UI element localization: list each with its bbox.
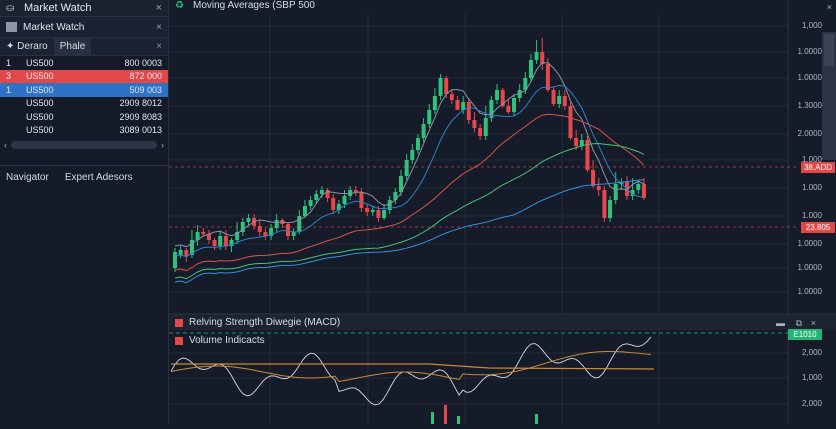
- axis-label: 1.0000: [797, 239, 822, 248]
- volume-header: Volume Indicacts: [175, 335, 265, 346]
- sub-title: Market Watch: [23, 21, 85, 33]
- horizontal-scrollbar[interactable]: ‹ ›: [0, 139, 168, 151]
- price-tag-upper: 38.ADD: [801, 162, 835, 173]
- axis-label: 1.0000: [797, 47, 822, 56]
- row-number: 3: [6, 71, 12, 82]
- chart-area[interactable]: ♻ Moving Averages (SBP 500 × 1,000 1.0000…: [169, 0, 836, 424]
- indicator-icon: [175, 336, 183, 345]
- minimize-button[interactable]: ▬: [776, 318, 785, 328]
- scroll-right-icon[interactable]: ›: [161, 140, 164, 150]
- symbol-row[interactable]: US500 2909 8083: [0, 110, 168, 124]
- row-symbol: US500: [26, 125, 54, 136]
- indicator-icon: [175, 318, 183, 327]
- row-value: 2909 8083: [119, 111, 162, 122]
- restore-button[interactable]: ⧉: [795, 318, 802, 328]
- symbol-row[interactable]: 1 US500 509 003: [0, 83, 168, 97]
- row-symbol: US500: [26, 84, 54, 95]
- row-symbol: US500: [26, 111, 54, 122]
- close-icon[interactable]: ×: [155, 2, 162, 14]
- axis-label: 1.000: [801, 155, 822, 164]
- macd-title: Relving Strength Diwegie (MACD): [189, 317, 341, 328]
- macd-header: Relving Strength Diwegie (MACD): [175, 317, 340, 328]
- tab-expert-advisors[interactable]: Expert Adesors: [64, 172, 133, 183]
- tab-bar: ✦ Deraro Phale ×: [0, 38, 168, 56]
- symbol-row[interactable]: US500 2909 8012: [0, 97, 168, 111]
- close-icon[interactable]: ×: [156, 21, 162, 33]
- close-button[interactable]: ×: [810, 318, 816, 328]
- row-value: 2909 8012: [119, 98, 162, 109]
- row-symbol: US500: [26, 57, 54, 68]
- close-icon[interactable]: ×: [826, 2, 832, 12]
- row-number: 1: [6, 84, 12, 95]
- symbol-row[interactable]: 1 US500 800 0003: [0, 56, 168, 70]
- candlestick-chart[interactable]: [169, 0, 836, 424]
- vertical-scrollbar[interactable]: [822, 32, 836, 160]
- row-value: 3089 0013: [119, 125, 162, 136]
- chart-window-icon: [6, 22, 17, 32]
- market-watch-subheader: Market Watch ×: [0, 17, 168, 38]
- sub-axis-label: 2,000: [801, 399, 822, 408]
- row-value: 872 000: [129, 71, 162, 82]
- sub-axis-label: 1,000: [801, 373, 822, 382]
- row-number: 1: [6, 57, 12, 68]
- market-watch-icon: ⛀: [6, 2, 15, 14]
- recycle-icon: ♻: [175, 0, 184, 11]
- divider: [0, 165, 168, 166]
- main-chart-title: Moving Averages (SBP 500: [193, 0, 315, 11]
- scroll-track[interactable]: [11, 141, 157, 149]
- axis-label: 1.000: [801, 211, 822, 220]
- axis-label: 2.0000: [797, 129, 822, 138]
- axis-label: 1.0000: [797, 73, 822, 82]
- symbol-row[interactable]: 3 US500 872 000: [0, 69, 168, 83]
- macd-price-tag: E1010: [788, 329, 822, 340]
- axis-label: 1.0000: [797, 263, 822, 272]
- scroll-left-icon[interactable]: ‹: [4, 140, 7, 150]
- row-symbol: US500: [26, 71, 54, 82]
- axis-label: 1.3000: [797, 101, 822, 110]
- market-watch-panel: ⛀ Market Watch × Market Watch × ✦ Deraro…: [0, 0, 169, 424]
- row-value: 800 0003: [124, 57, 162, 68]
- scroll-thumb[interactable]: [824, 34, 834, 66]
- row-symbol: US500: [26, 98, 54, 109]
- window-title: Market Watch: [24, 2, 92, 14]
- volume-title: Volume Indicacts: [189, 335, 265, 346]
- tab-navigator[interactable]: Navigator: [6, 172, 49, 183]
- main-chart-header: ♻ Moving Averages (SBP 500: [175, 0, 315, 11]
- tab-phale[interactable]: Phale: [53, 38, 92, 55]
- price-tag-lower: 23.805: [801, 222, 835, 233]
- close-icon[interactable]: ×: [156, 41, 162, 52]
- sub-axis-label: 2,000: [801, 348, 822, 357]
- bottom-tabs: Navigator Expert Adesors: [0, 166, 168, 189]
- market-watch-title-bar: ⛀ Market Watch ×: [0, 0, 168, 17]
- axis-label: 1,000: [801, 21, 822, 30]
- symbol-list: 1 US500 800 0003 3 US500 872 000 1 US500 509 003…: [0, 56, 168, 137]
- axis-label: 1.000: [801, 183, 822, 192]
- axis-label: 1.0000: [797, 287, 822, 296]
- row-value: 509 003: [129, 84, 162, 95]
- tab-deraro[interactable]: ✦ Deraro: [6, 41, 48, 52]
- symbol-row[interactable]: US500 3089 0013: [0, 124, 168, 138]
- tab-label: Deraro: [17, 41, 48, 52]
